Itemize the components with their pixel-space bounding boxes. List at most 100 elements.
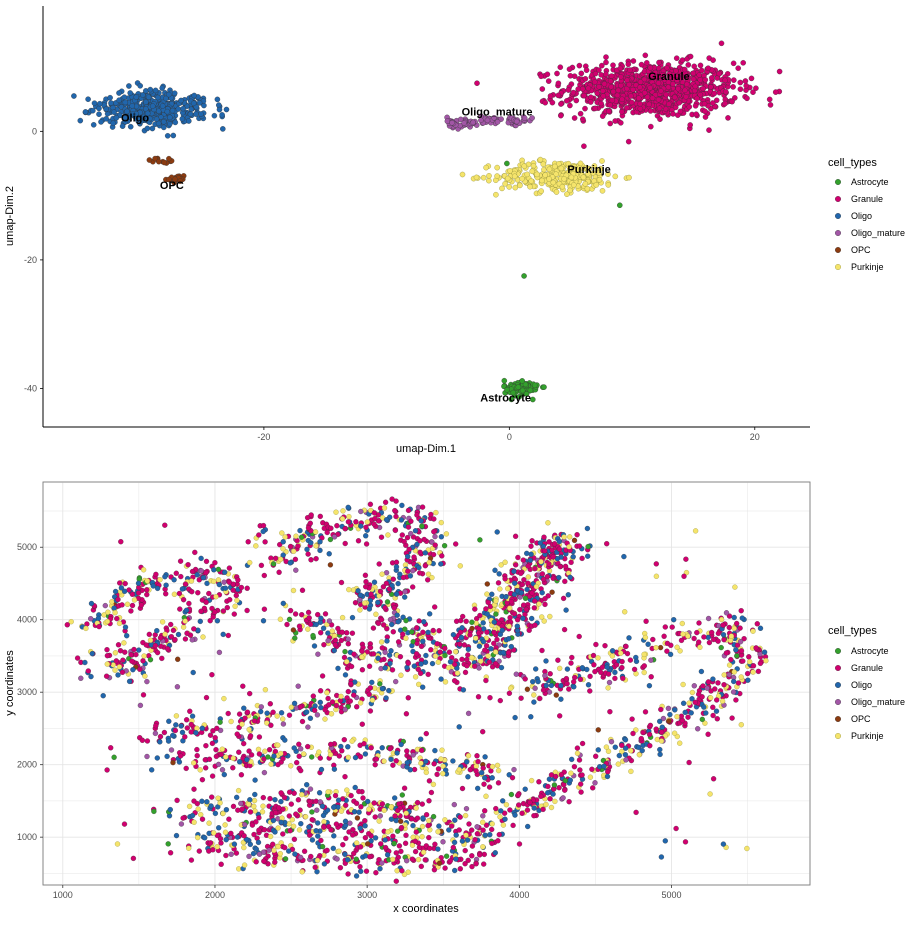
umap-point-granule bbox=[599, 101, 604, 106]
spatial-point-granule bbox=[108, 745, 113, 750]
spatial-point-oligo bbox=[237, 759, 242, 764]
spatial-point-granule bbox=[706, 679, 711, 684]
umap-point-granule bbox=[580, 86, 585, 91]
spatial-point-granule bbox=[432, 842, 437, 847]
spatial-point-granule bbox=[339, 580, 344, 585]
spatial-point-oligo bbox=[193, 730, 198, 735]
spatial-point-astrocyte bbox=[377, 681, 382, 686]
umap-point-granule bbox=[703, 114, 708, 119]
umap-point-granule bbox=[723, 101, 728, 106]
spatial-point-purkinje bbox=[744, 846, 749, 851]
spatial-point-oligo bbox=[322, 861, 327, 866]
umap-point-granule bbox=[773, 90, 778, 95]
spatial-point-granule bbox=[288, 544, 293, 549]
spatial-point-granule bbox=[353, 519, 358, 524]
spatial-point-oligo bbox=[519, 590, 524, 595]
spatial-point-oligo bbox=[490, 775, 495, 780]
spatial-point-oligo bbox=[658, 752, 663, 757]
spatial-point-granule bbox=[394, 879, 399, 884]
spatial-point-purkinje bbox=[484, 592, 489, 597]
spatial-point-oligo bbox=[408, 767, 413, 772]
spatial-point-oligo bbox=[448, 659, 453, 664]
umap-point-oligo bbox=[83, 109, 88, 114]
spatial-point-oligo bbox=[176, 632, 181, 637]
spatial-point-granule bbox=[710, 705, 715, 710]
spatial-point-purkinje bbox=[346, 755, 351, 760]
spatial-point-granule bbox=[306, 552, 311, 557]
spatial-point-oligo bbox=[327, 551, 332, 556]
umap-point-granule bbox=[618, 66, 623, 71]
umap-point-oligo bbox=[170, 108, 175, 113]
spatial-point-purkinje bbox=[359, 655, 364, 660]
spatial-point-oligo bbox=[394, 564, 399, 569]
spatial-point-oligo-mature bbox=[648, 658, 653, 663]
spatial-point-granule bbox=[181, 597, 186, 602]
umap-point-purkinje bbox=[474, 175, 479, 180]
spatial-point-purkinje bbox=[218, 800, 223, 805]
spatial-point-granule bbox=[373, 815, 378, 820]
spatial-point-astrocyte bbox=[311, 633, 316, 638]
umap-point-oligo bbox=[156, 109, 161, 114]
spatial-point-oligo bbox=[317, 790, 322, 795]
spatial-point-oligo bbox=[191, 670, 196, 675]
spatial-point-astrocyte bbox=[443, 653, 448, 658]
spatial-point-granule bbox=[254, 859, 259, 864]
spatial-point-purkinje bbox=[253, 809, 258, 814]
umap-point-granule bbox=[609, 84, 614, 89]
umap-point-purkinje bbox=[513, 185, 518, 190]
spatial-point-purkinje bbox=[221, 696, 226, 701]
spatial-point-granule bbox=[432, 761, 437, 766]
spatial-point-oligo bbox=[671, 617, 676, 622]
spatial-point-granule bbox=[473, 837, 478, 842]
umap-point-granule bbox=[648, 65, 653, 70]
umap-legend-label: Purkinje bbox=[851, 262, 884, 272]
spatial-point-granule bbox=[531, 813, 536, 818]
spatial-point-purkinje bbox=[198, 767, 203, 772]
spatial-point-purkinje bbox=[214, 594, 219, 599]
spatial-point-granule bbox=[755, 621, 760, 626]
spatial-point-granule bbox=[256, 828, 261, 833]
spatial-point-opc bbox=[175, 657, 180, 662]
spatial-point-granule bbox=[234, 593, 239, 598]
spatial-point-oligo bbox=[485, 612, 490, 617]
spatial-point-granule bbox=[431, 552, 436, 557]
spatial-point-oligo bbox=[525, 824, 530, 829]
spatial-point-oligo bbox=[571, 554, 576, 559]
spatial-point-granule bbox=[457, 642, 462, 647]
spatial-point-oligo bbox=[556, 575, 561, 580]
spatial-point-purkinje bbox=[732, 670, 737, 675]
spatial-point-granule bbox=[425, 577, 430, 582]
spatial-point-purkinje bbox=[294, 534, 299, 539]
spatial-point-granule bbox=[239, 585, 244, 590]
spatial-point-granule bbox=[419, 644, 424, 649]
spatial-point-granule bbox=[307, 615, 312, 620]
spatial-point-granule bbox=[575, 532, 580, 537]
umap-point-oligo bbox=[154, 117, 159, 122]
umap-point-granule bbox=[568, 73, 573, 78]
spatial-point-oligo-mature bbox=[466, 711, 471, 716]
spatial-point-purkinje bbox=[493, 599, 498, 604]
spatial-point-granule bbox=[214, 726, 219, 731]
spatial-point-oligo bbox=[513, 813, 518, 818]
umap-point-granule bbox=[620, 97, 625, 102]
spatial-point-opc bbox=[328, 562, 333, 567]
spatial-point-granule bbox=[644, 619, 649, 624]
umap-point-astrocyte bbox=[521, 273, 526, 278]
spatial-point-granule bbox=[696, 640, 701, 645]
umap-point-oligo bbox=[116, 90, 121, 95]
spatial-point-astrocyte bbox=[216, 567, 221, 572]
spatial-point-granule bbox=[325, 848, 330, 853]
spatial-point-granule bbox=[469, 828, 474, 833]
spatial-point-oligo bbox=[545, 790, 550, 795]
spatial-point-granule bbox=[557, 785, 562, 790]
spatial-point-granule bbox=[463, 848, 468, 853]
spatial-point-granule bbox=[300, 588, 305, 593]
umap-legend-key-granule bbox=[835, 196, 841, 202]
umap-point-granule bbox=[618, 120, 623, 125]
umap-cluster-label: Purkinje bbox=[567, 164, 610, 176]
spatial-point-purkinje bbox=[275, 714, 280, 719]
umap-point-granule bbox=[574, 98, 579, 103]
spatial-point-opc bbox=[550, 590, 555, 595]
spatial-point-oligo bbox=[408, 573, 413, 578]
